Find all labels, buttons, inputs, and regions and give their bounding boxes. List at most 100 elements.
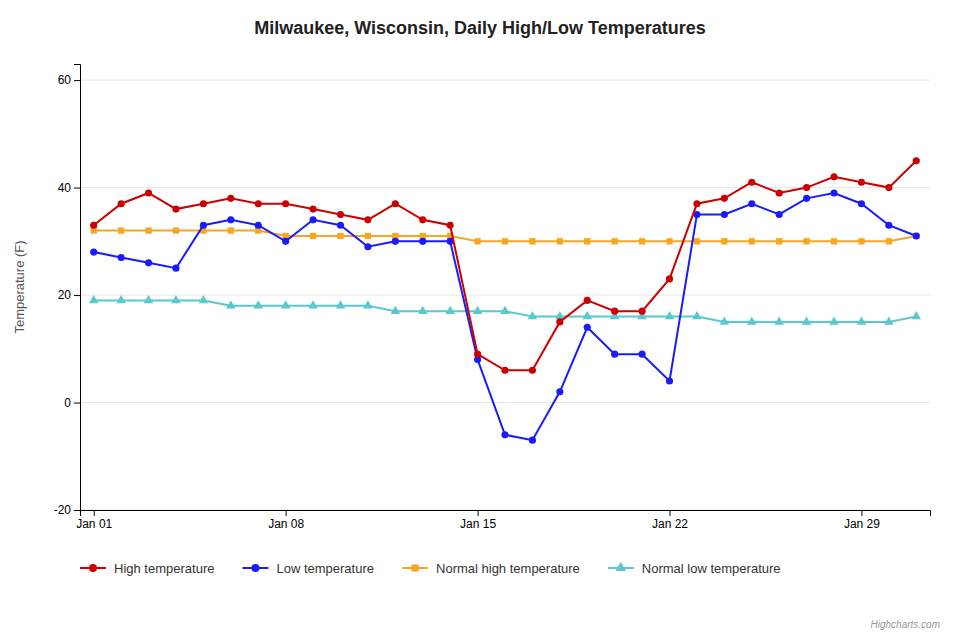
x-tick: Jan 08 bbox=[268, 510, 304, 531]
series-point bbox=[227, 195, 234, 202]
series-point bbox=[803, 238, 809, 244]
x-tick: Jan 29 bbox=[844, 510, 880, 531]
series-point bbox=[776, 238, 782, 244]
series-point bbox=[886, 238, 892, 244]
series bbox=[90, 157, 920, 374]
series-point bbox=[913, 157, 920, 164]
y-tick-label: 20 bbox=[58, 288, 72, 302]
series-point bbox=[831, 238, 837, 244]
series-point bbox=[118, 254, 125, 261]
series-point bbox=[829, 316, 839, 324]
series-point bbox=[364, 216, 371, 223]
series-point bbox=[721, 211, 728, 218]
series-point bbox=[282, 238, 289, 245]
series-point bbox=[858, 200, 865, 207]
series-point bbox=[474, 351, 481, 358]
series-point bbox=[255, 200, 262, 207]
series-point bbox=[911, 311, 921, 319]
series-point bbox=[199, 295, 209, 303]
grid-line bbox=[80, 402, 930, 403]
series-point bbox=[774, 316, 784, 324]
series-point bbox=[200, 222, 207, 229]
series-point bbox=[830, 189, 837, 196]
series-point bbox=[310, 233, 316, 239]
series-point bbox=[721, 238, 727, 244]
chart: Jan 01Jan 08Jan 15Jan 22Jan 29-200204060… bbox=[0, 0, 960, 640]
series-point bbox=[419, 238, 426, 245]
series-line bbox=[94, 300, 917, 321]
series-point bbox=[692, 311, 702, 319]
x-tick-label: Jan 22 bbox=[652, 517, 688, 531]
y-axis-line bbox=[74, 65, 81, 511]
y-tick-mark bbox=[74, 295, 80, 296]
series-point bbox=[612, 238, 618, 244]
legend-item: High temperature bbox=[80, 561, 214, 576]
series-point bbox=[309, 216, 316, 223]
series-point bbox=[474, 238, 480, 244]
x-tick: Jan 15 bbox=[460, 510, 496, 531]
series-point bbox=[639, 308, 646, 315]
series-point bbox=[858, 179, 865, 186]
y-tick-label: 40 bbox=[58, 181, 72, 195]
series-point bbox=[501, 367, 508, 374]
series-point bbox=[665, 311, 675, 319]
series-line bbox=[94, 193, 917, 440]
series-point bbox=[611, 351, 618, 358]
x-tick-mark bbox=[94, 510, 95, 516]
legend-label: Normal low temperature bbox=[642, 561, 781, 576]
series-point bbox=[584, 297, 591, 304]
series-point bbox=[611, 308, 618, 315]
x-tick-mark bbox=[861, 510, 862, 516]
legend-label: Normal high temperature bbox=[436, 561, 580, 576]
series-point bbox=[337, 222, 344, 229]
series-point bbox=[118, 227, 124, 233]
legend: High temperature Low temperature Normal hi… bbox=[80, 561, 781, 576]
series-point bbox=[694, 238, 700, 244]
series-point bbox=[666, 275, 673, 282]
legend-item: Normal low temperature bbox=[608, 561, 781, 576]
series-point bbox=[748, 179, 755, 186]
series-point bbox=[639, 351, 646, 358]
y-tick-mark bbox=[74, 188, 80, 189]
series-point bbox=[529, 367, 536, 374]
series-point bbox=[337, 211, 344, 218]
y-tick: 60 bbox=[58, 73, 80, 87]
series-point bbox=[500, 306, 510, 314]
y-tick-mark bbox=[74, 403, 80, 404]
series-point bbox=[145, 227, 151, 233]
series-point bbox=[803, 195, 810, 202]
y-tick-mark bbox=[74, 510, 80, 511]
series-point bbox=[666, 377, 673, 384]
y-tick-label: 0 bbox=[64, 396, 71, 410]
series-point bbox=[364, 243, 371, 250]
legend-item: Normal high temperature bbox=[402, 561, 580, 576]
series-point bbox=[885, 184, 892, 191]
x-axis: Jan 01Jan 08Jan 15Jan 22Jan 29 bbox=[76, 510, 930, 531]
series-point bbox=[281, 300, 291, 308]
series-point bbox=[556, 318, 563, 325]
series-point bbox=[858, 238, 864, 244]
series-point bbox=[392, 200, 399, 207]
series-point bbox=[172, 206, 179, 213]
legend-label: Low temperature bbox=[276, 561, 374, 576]
annotation: Highcharts.com bbox=[871, 619, 940, 630]
series-point bbox=[90, 222, 97, 229]
series-point bbox=[884, 316, 894, 324]
y-axis: -20 0 20 40 60 bbox=[54, 65, 81, 518]
series-point bbox=[253, 300, 263, 308]
series-point bbox=[309, 206, 316, 213]
series-point bbox=[145, 189, 152, 196]
series-point bbox=[639, 238, 645, 244]
x-axis-line bbox=[81, 511, 931, 517]
y-tick-label: -20 bbox=[54, 503, 72, 517]
series-point bbox=[857, 316, 867, 324]
series-point bbox=[391, 306, 401, 314]
series-point bbox=[501, 431, 508, 438]
series-point bbox=[776, 189, 783, 196]
series-point bbox=[529, 437, 536, 444]
legend-item: Low temperature bbox=[242, 561, 374, 576]
series-point bbox=[172, 265, 179, 272]
legend-marker bbox=[615, 562, 626, 571]
y-tick: -20 bbox=[54, 503, 80, 517]
series-point bbox=[227, 216, 234, 223]
